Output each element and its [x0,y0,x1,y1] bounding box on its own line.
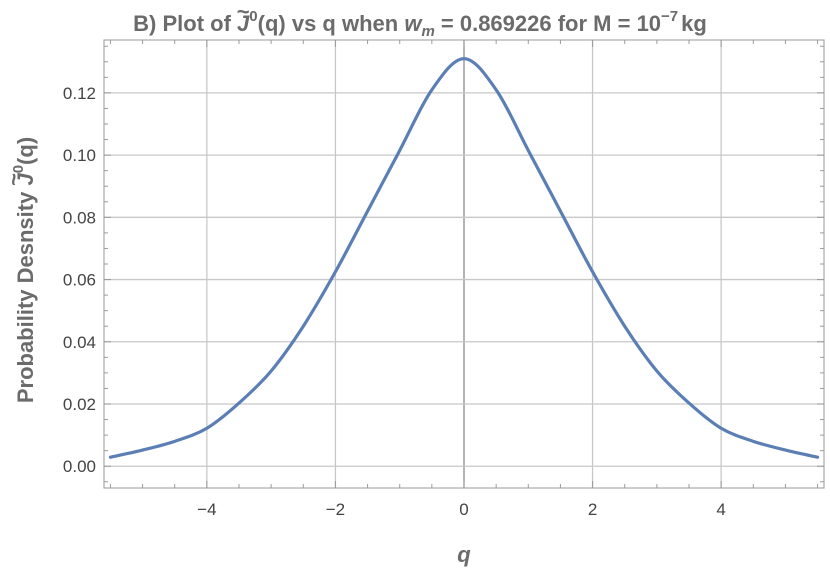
ylabel-tilde-mark: ~ [1,173,26,186]
y-tick-label-0: 0.00 [63,457,96,476]
title-m-exp: −7 [661,8,678,25]
y-tick-label-3: 0.06 [63,271,96,290]
x-tick-label-3: 2 [588,500,597,519]
y-tick-label-5: 0.10 [63,146,96,165]
y-tick-labels: 0.00 0.02 0.04 0.06 0.08 0.10 0.12 [63,84,96,476]
title-after-symbol: (q) vs q when [258,11,405,36]
y-tick-label-1: 0.02 [63,395,96,414]
ticks [104,40,824,488]
ylabel-after: (q) [13,137,38,165]
ylabel-text: Probability Desnsity [13,186,38,404]
title-w-var: w [404,11,423,36]
x-axis-label: q [457,542,471,567]
ylabel-symbol: J [13,173,38,186]
series-line [108,57,820,459]
title-symbol-sup: 0 [249,8,257,25]
x-tick-labels: −4 −2 0 2 4 [197,500,726,519]
grid [104,40,824,488]
title-w-sub: m [421,23,434,40]
x-tick-label-2: 0 [459,500,468,519]
y-tick-label-4: 0.08 [63,208,96,227]
x-tick-label-0: −4 [197,500,216,519]
y-tick-label-2: 0.04 [63,333,96,352]
y-tick-label-6: 0.12 [63,84,96,103]
chart-title: B) Plot of J0(q) vs q when wm = 0.869226… [133,8,707,40]
y-axis-label: Probability Desnsity J0(q) [10,137,38,403]
x-tick-label-4: 4 [716,500,725,519]
title-prefix: B) Plot of [133,11,237,36]
title-symbol: J [237,11,250,36]
title-unit: kg [681,11,707,36]
x-tick-label-1: −2 [326,500,345,519]
title-w-value: = 0.869226 for M = 10 [435,11,661,36]
title-tilde-mark: ~ [237,0,250,24]
ylabel-symbol-sup: 0 [10,165,27,173]
